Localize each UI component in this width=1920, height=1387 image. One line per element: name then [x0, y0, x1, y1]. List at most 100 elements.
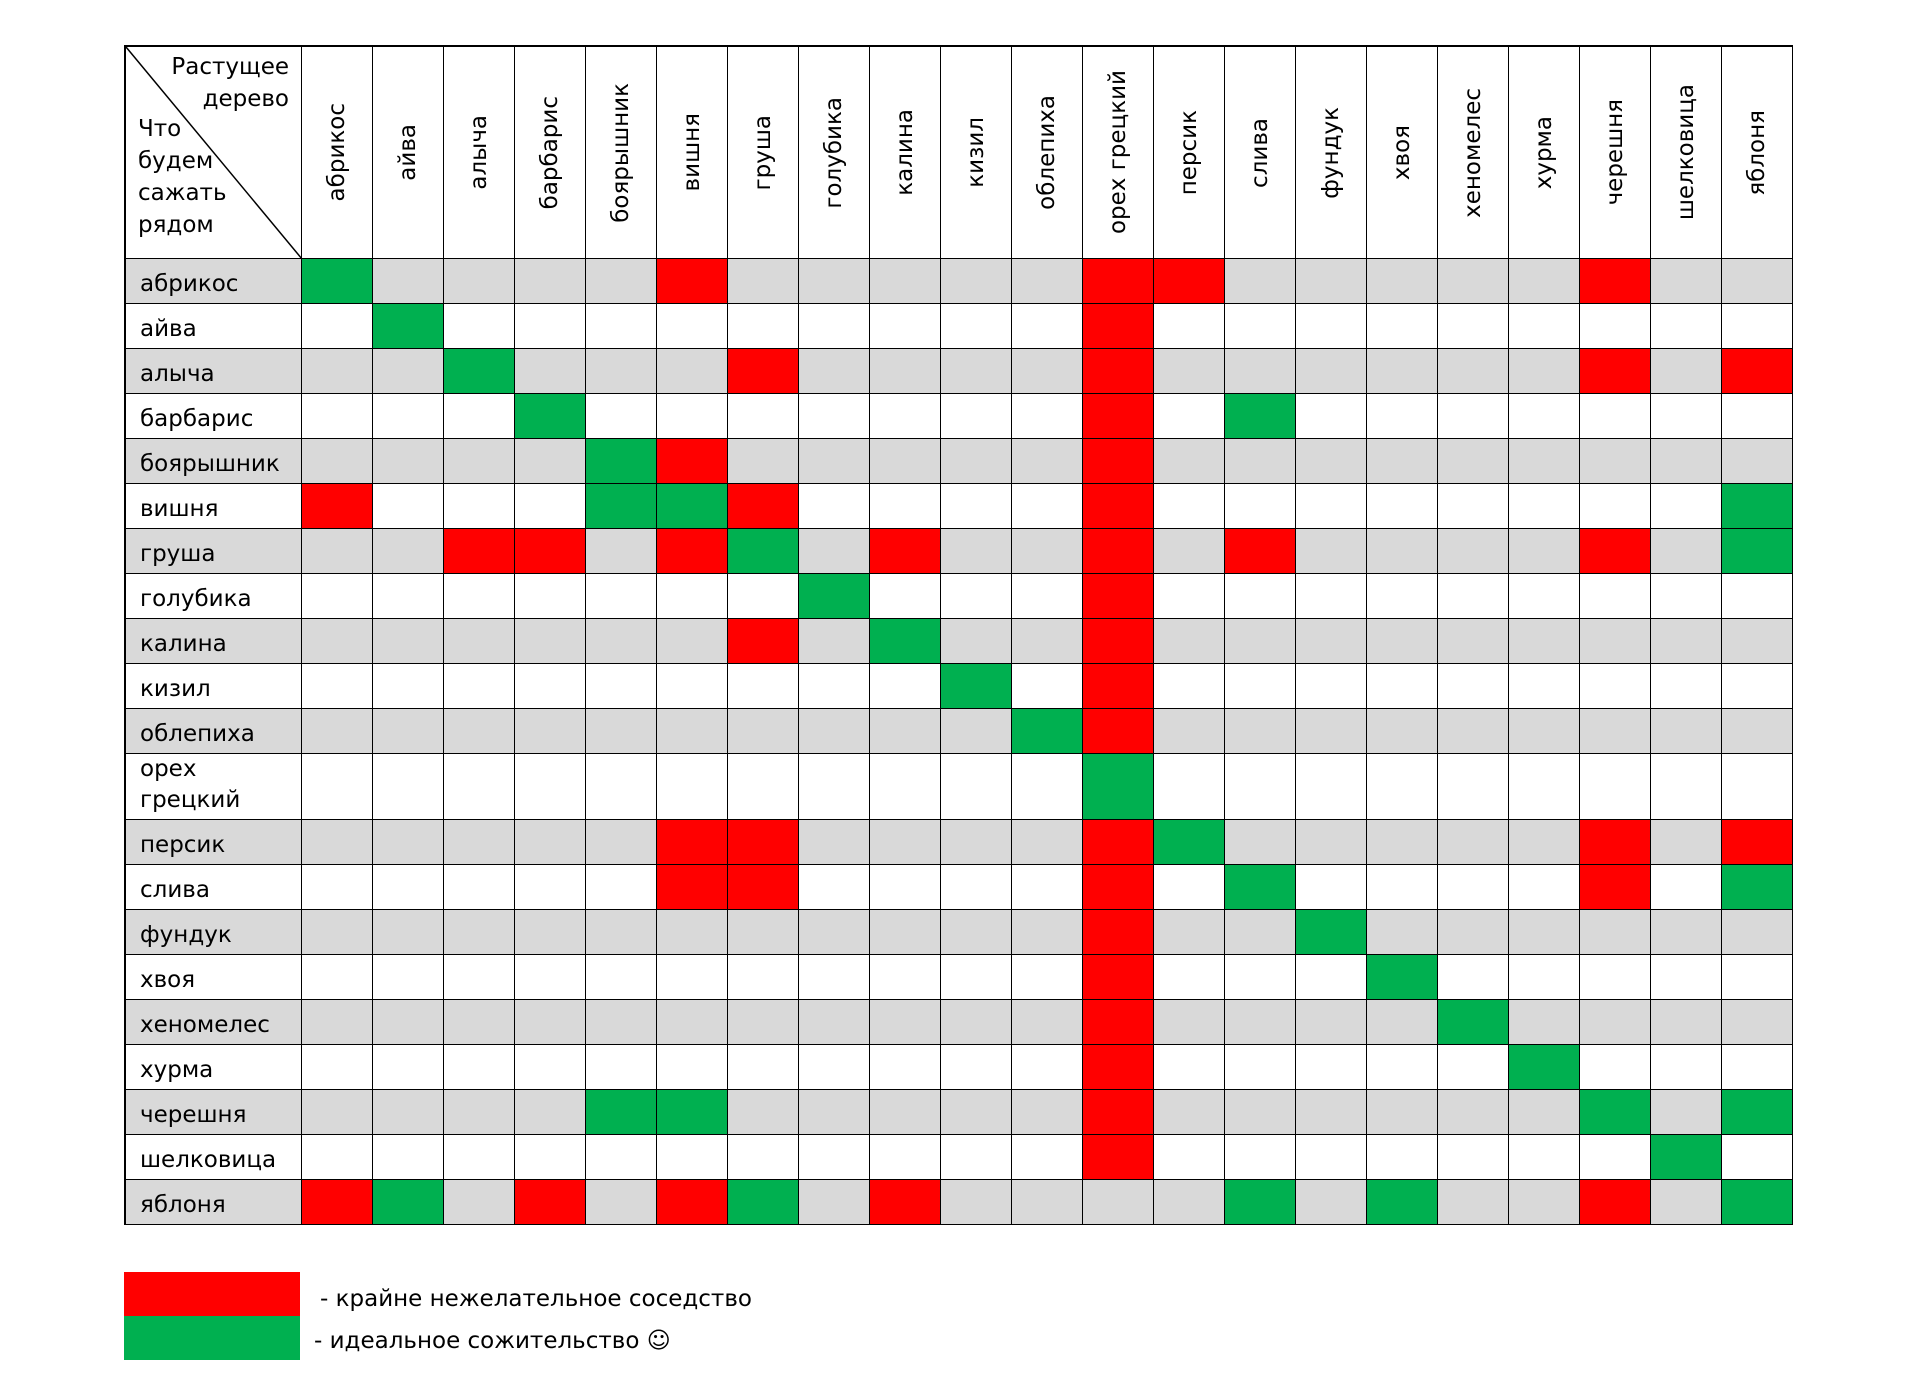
- cell-neutral: [373, 955, 444, 1000]
- row-header-label: абрикос: [140, 271, 239, 297]
- row-header: хеномелес: [126, 1000, 302, 1045]
- cell-neutral: [515, 484, 586, 529]
- legend-green-swatch: [124, 1316, 300, 1360]
- cell-good: [799, 574, 870, 619]
- cell-neutral: [444, 820, 515, 865]
- row-header: шелковица: [126, 1135, 302, 1180]
- cell-good: [1722, 865, 1793, 910]
- cell-neutral: [1580, 304, 1651, 349]
- cell-neutral: [1438, 394, 1509, 439]
- cell-neutral: [1509, 1000, 1580, 1045]
- cell-neutral: [1367, 619, 1438, 664]
- cell-neutral: [1722, 304, 1793, 349]
- cell-neutral: [1012, 910, 1083, 955]
- row-header: груша: [126, 529, 302, 574]
- row-header-label: хвоя: [140, 967, 196, 993]
- cell-neutral: [373, 865, 444, 910]
- cell-neutral: [799, 664, 870, 709]
- cell-neutral: [1012, 1090, 1083, 1135]
- cell-neutral: [1580, 1045, 1651, 1090]
- cell-neutral: [1438, 1135, 1509, 1180]
- cell-neutral: [870, 259, 941, 304]
- cell-neutral: [657, 1045, 728, 1090]
- row-header-label: слива: [140, 877, 210, 903]
- cell-bad: [1083, 1135, 1154, 1180]
- column-header: хурма: [1509, 47, 1580, 259]
- row-header-label: вишня: [140, 496, 219, 522]
- cell-neutral: [1225, 259, 1296, 304]
- cell-neutral: [1651, 709, 1722, 754]
- column-header: алыча: [444, 47, 515, 259]
- cell-neutral: [444, 1180, 515, 1225]
- cell-neutral: [302, 529, 373, 574]
- cell-good: [1651, 1135, 1722, 1180]
- cell-neutral: [1012, 394, 1083, 439]
- cell-neutral: [1651, 910, 1722, 955]
- cell-neutral: [444, 1135, 515, 1180]
- column-header-label: яблоня: [1743, 109, 1770, 196]
- column-header: слива: [1225, 47, 1296, 259]
- cell-neutral: [799, 865, 870, 910]
- column-header-label: кизил: [962, 117, 989, 188]
- cell-neutral: [941, 574, 1012, 619]
- cell-neutral: [657, 664, 728, 709]
- cell-neutral: [1083, 1180, 1154, 1225]
- cell-neutral: [515, 664, 586, 709]
- column-header-label: калина: [891, 109, 918, 196]
- column-header-label: абрикос: [323, 103, 350, 202]
- cell-neutral: [1367, 439, 1438, 484]
- cell-good: [1225, 394, 1296, 439]
- cell-neutral: [1509, 394, 1580, 439]
- cell-neutral: [1367, 394, 1438, 439]
- cell-neutral: [799, 304, 870, 349]
- cell-bad: [1083, 910, 1154, 955]
- cell-neutral: [1296, 619, 1367, 664]
- cell-neutral: [1154, 709, 1225, 754]
- cell-neutral: [515, 304, 586, 349]
- cell-neutral: [1651, 820, 1722, 865]
- cell-neutral: [373, 1135, 444, 1180]
- cell-neutral: [373, 754, 444, 820]
- cell-good: [1722, 529, 1793, 574]
- cell-neutral: [1296, 1000, 1367, 1045]
- cell-neutral: [1722, 754, 1793, 820]
- cell-neutral: [657, 1135, 728, 1180]
- legend-red-text: - крайне нежелательное соседство: [320, 1286, 752, 1312]
- cell-neutral: [1154, 754, 1225, 820]
- cell-neutral: [728, 439, 799, 484]
- cell-good: [1225, 865, 1296, 910]
- column-header-label: фундук: [1317, 106, 1344, 199]
- cell-neutral: [1580, 1000, 1651, 1045]
- cell-neutral: [799, 820, 870, 865]
- column-header-label: алыча: [465, 115, 492, 190]
- cell-neutral: [302, 349, 373, 394]
- row-header-label: алыча: [140, 361, 215, 387]
- cell-neutral: [1012, 820, 1083, 865]
- cell-neutral: [941, 259, 1012, 304]
- cell-neutral: [302, 709, 373, 754]
- cell-neutral: [728, 955, 799, 1000]
- cell-neutral: [1154, 955, 1225, 1000]
- cell-neutral: [1367, 1045, 1438, 1090]
- cell-neutral: [1296, 955, 1367, 1000]
- cell-neutral: [373, 1090, 444, 1135]
- cell-neutral: [1296, 754, 1367, 820]
- cell-neutral: [586, 709, 657, 754]
- cell-neutral: [1509, 709, 1580, 754]
- row-header: барбарис: [126, 394, 302, 439]
- cell-neutral: [302, 955, 373, 1000]
- cell-neutral: [1225, 304, 1296, 349]
- cell-neutral: [1367, 574, 1438, 619]
- column-header: шелковица: [1651, 47, 1722, 259]
- cell-bad: [1580, 1180, 1651, 1225]
- cell-neutral: [1296, 820, 1367, 865]
- cell-neutral: [657, 619, 728, 664]
- cell-neutral: [1438, 910, 1509, 955]
- cell-neutral: [1651, 865, 1722, 910]
- cell-neutral: [941, 1000, 1012, 1045]
- cell-neutral: [1438, 574, 1509, 619]
- cell-bad: [1083, 304, 1154, 349]
- cell-neutral: [515, 820, 586, 865]
- cell-neutral: [1012, 574, 1083, 619]
- cell-neutral: [1580, 1135, 1651, 1180]
